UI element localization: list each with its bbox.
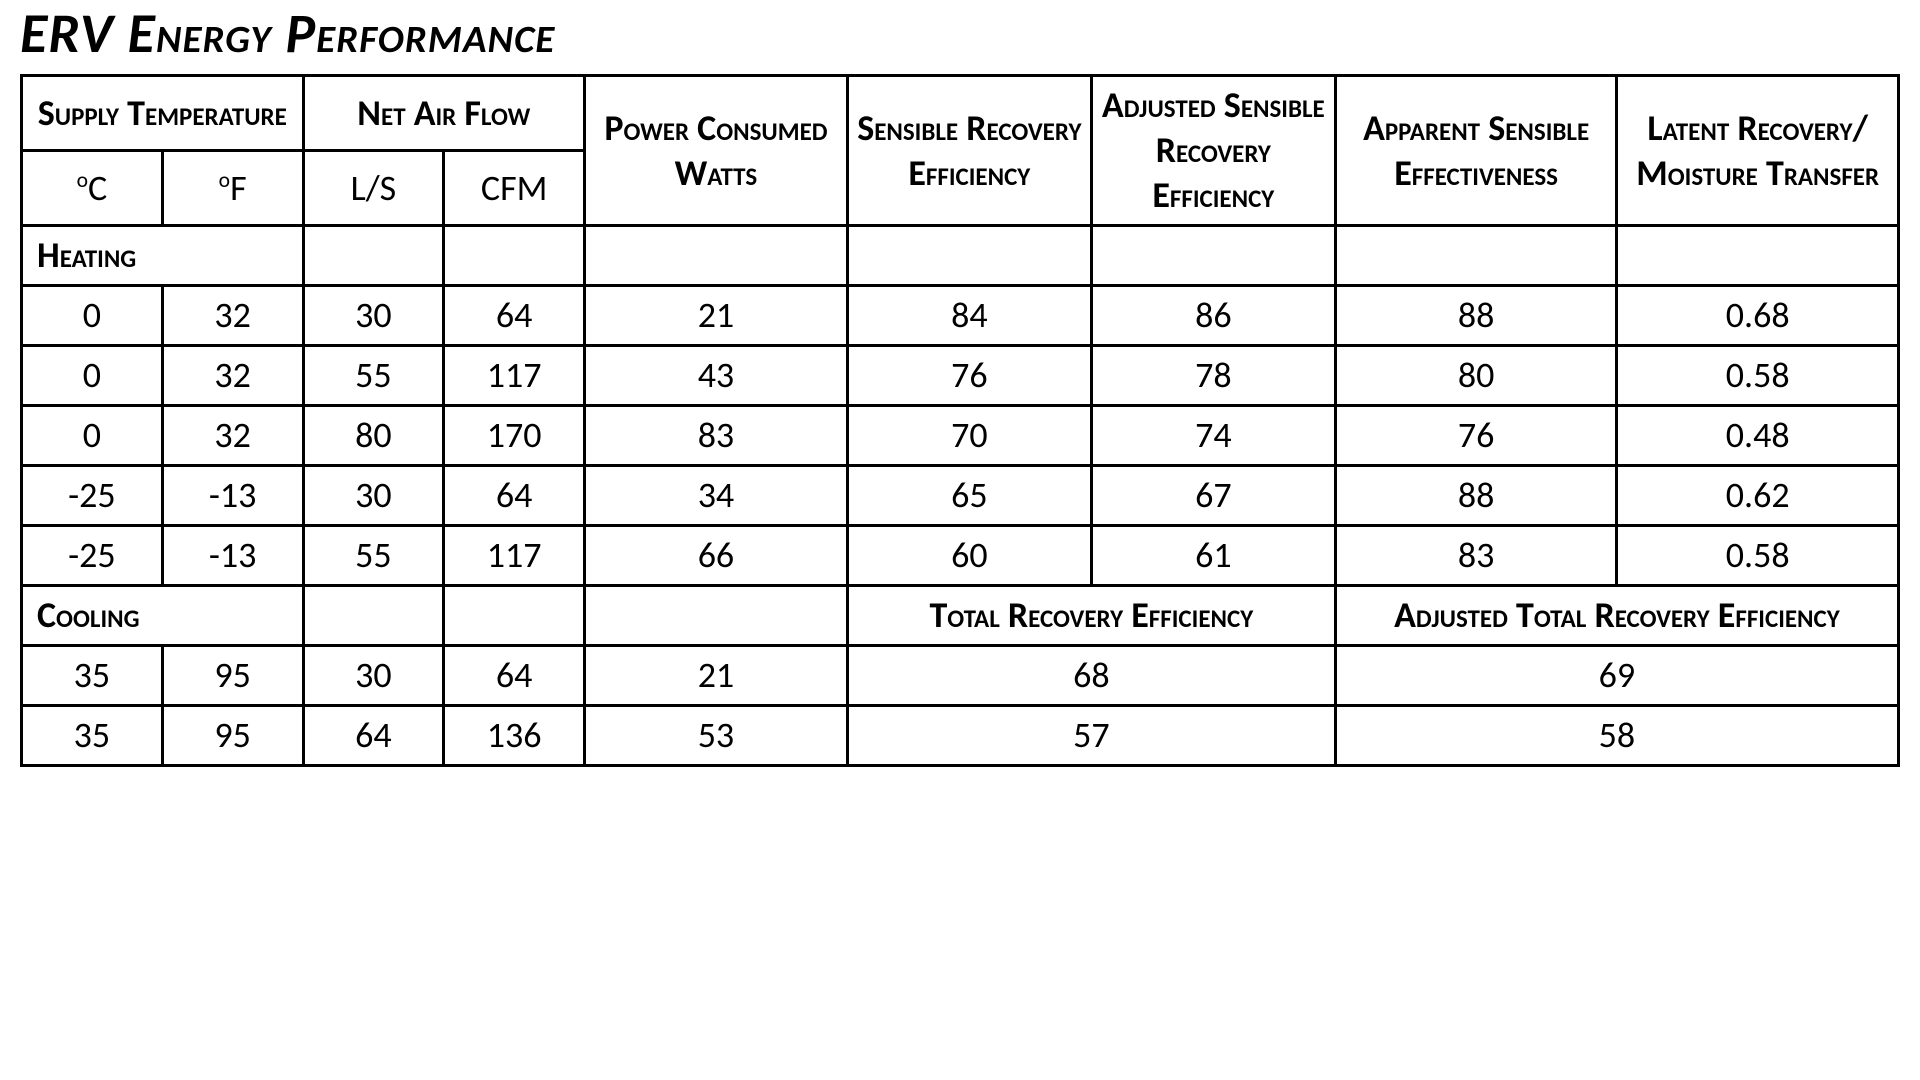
cell-cfm: 64 bbox=[444, 466, 585, 526]
col-ls: L/S bbox=[303, 151, 444, 226]
cell-c: 0 bbox=[22, 406, 163, 466]
cell-latent: 0.68 bbox=[1617, 286, 1899, 346]
col-apparent-sensible-effectiveness: Apparent Sensible Effectiveness bbox=[1335, 76, 1617, 226]
cell-c: 0 bbox=[22, 286, 163, 346]
cell-cfm: 117 bbox=[444, 346, 585, 406]
empty-cell bbox=[444, 586, 585, 646]
table-body: Heating 0 32 30 64 21 84 86 88 0.68 bbox=[22, 226, 1899, 766]
cell-c: 0 bbox=[22, 346, 163, 406]
table-row: 35 95 30 64 21 68 69 bbox=[22, 646, 1899, 706]
cell-watts: 34 bbox=[585, 466, 848, 526]
cell-c: -25 bbox=[22, 466, 163, 526]
cell-ase: 76 bbox=[1335, 406, 1617, 466]
cell-asre: 86 bbox=[1091, 286, 1335, 346]
cell-sre: 65 bbox=[847, 466, 1091, 526]
cell-asre: 61 bbox=[1091, 526, 1335, 586]
col-net-air-flow: Net Air Flow bbox=[303, 76, 585, 151]
col-power-consumed: Power Consumed Watts bbox=[585, 76, 848, 226]
cell-ls: 80 bbox=[303, 406, 444, 466]
cell-f: -13 bbox=[162, 466, 303, 526]
table-row: -25 -13 55 117 66 60 61 83 0.58 bbox=[22, 526, 1899, 586]
cell-tre: 68 bbox=[847, 646, 1335, 706]
table-row: 35 95 64 136 53 57 58 bbox=[22, 706, 1899, 766]
cell-cfm: 117 bbox=[444, 526, 585, 586]
col-latent-recovery: Latent Recovery/ Moisture Transfer bbox=[1617, 76, 1899, 226]
page-container: ERV Energy Performance Supply Temperatur… bbox=[0, 0, 1920, 787]
page-title: ERV Energy Performance bbox=[20, 0, 1900, 68]
section-label-cooling: Cooling bbox=[22, 586, 304, 646]
cell-c: -25 bbox=[22, 526, 163, 586]
cell-latent: 0.58 bbox=[1617, 526, 1899, 586]
cell-sre: 76 bbox=[847, 346, 1091, 406]
cell-latent: 0.58 bbox=[1617, 346, 1899, 406]
empty-cell bbox=[444, 226, 585, 286]
cell-watts: 53 bbox=[585, 706, 848, 766]
cell-ase: 88 bbox=[1335, 466, 1617, 526]
cell-f: 32 bbox=[162, 346, 303, 406]
cell-watts: 43 bbox=[585, 346, 848, 406]
cell-cfm: 64 bbox=[444, 286, 585, 346]
cell-latent: 0.48 bbox=[1617, 406, 1899, 466]
table-header: Supply Temperature Net Air Flow Power Co… bbox=[22, 76, 1899, 226]
section-row-cooling: Cooling Total Recovery Efficiency Adjust… bbox=[22, 586, 1899, 646]
cell-latent: 0.62 bbox=[1617, 466, 1899, 526]
table-row: 0 32 30 64 21 84 86 88 0.68 bbox=[22, 286, 1899, 346]
empty-cell bbox=[303, 226, 444, 286]
cell-f: 32 bbox=[162, 406, 303, 466]
empty-cell bbox=[1617, 226, 1899, 286]
empty-cell bbox=[585, 226, 848, 286]
section-row-heating: Heating bbox=[22, 226, 1899, 286]
table-row: 0 32 55 117 43 76 78 80 0.58 bbox=[22, 346, 1899, 406]
cell-sre: 84 bbox=[847, 286, 1091, 346]
cell-ase: 88 bbox=[1335, 286, 1617, 346]
cell-watts: 83 bbox=[585, 406, 848, 466]
empty-cell bbox=[1091, 226, 1335, 286]
cell-asre: 67 bbox=[1091, 466, 1335, 526]
cell-cfm: 64 bbox=[444, 646, 585, 706]
cell-ls: 55 bbox=[303, 346, 444, 406]
cell-sre: 60 bbox=[847, 526, 1091, 586]
empty-cell bbox=[1335, 226, 1617, 286]
table-row: -25 -13 30 64 34 65 67 88 0.62 bbox=[22, 466, 1899, 526]
empty-cell bbox=[303, 586, 444, 646]
empty-cell bbox=[847, 226, 1091, 286]
col-total-recovery-efficiency: Total Recovery Efficiency bbox=[847, 586, 1335, 646]
col-adjusted-total-recovery-efficiency: Adjusted Total Recovery Efficiency bbox=[1335, 586, 1898, 646]
cell-ase: 83 bbox=[1335, 526, 1617, 586]
cell-c: 35 bbox=[22, 646, 163, 706]
col-deg-c: oC bbox=[22, 151, 163, 226]
col-supply-temperature: Supply Temperature bbox=[22, 76, 304, 151]
cell-tre: 57 bbox=[847, 706, 1335, 766]
cell-asre: 78 bbox=[1091, 346, 1335, 406]
erv-performance-table: Supply Temperature Net Air Flow Power Co… bbox=[20, 74, 1900, 767]
cell-watts: 21 bbox=[585, 286, 848, 346]
col-cfm: CFM bbox=[444, 151, 585, 226]
col-adjusted-sensible-recovery-eff: Adjusted Sensible Recovery Efficiency bbox=[1091, 76, 1335, 226]
cell-ls: 30 bbox=[303, 286, 444, 346]
cell-ls: 55 bbox=[303, 526, 444, 586]
cell-f: 95 bbox=[162, 646, 303, 706]
cell-watts: 66 bbox=[585, 526, 848, 586]
cell-ls: 30 bbox=[303, 646, 444, 706]
col-sensible-recovery-eff: Sensible Recovery Efficiency bbox=[847, 76, 1091, 226]
cell-watts: 21 bbox=[585, 646, 848, 706]
col-deg-f: oF bbox=[162, 151, 303, 226]
cell-f: 95 bbox=[162, 706, 303, 766]
empty-cell bbox=[585, 586, 848, 646]
cell-ls: 64 bbox=[303, 706, 444, 766]
cell-f: 32 bbox=[162, 286, 303, 346]
cell-cfm: 170 bbox=[444, 406, 585, 466]
cell-asre: 74 bbox=[1091, 406, 1335, 466]
cell-c: 35 bbox=[22, 706, 163, 766]
cell-cfm: 136 bbox=[444, 706, 585, 766]
cell-ase: 80 bbox=[1335, 346, 1617, 406]
cell-sre: 70 bbox=[847, 406, 1091, 466]
section-label-heating: Heating bbox=[22, 226, 304, 286]
cell-ls: 30 bbox=[303, 466, 444, 526]
cell-atre: 58 bbox=[1335, 706, 1898, 766]
cell-atre: 69 bbox=[1335, 646, 1898, 706]
table-row: 0 32 80 170 83 70 74 76 0.48 bbox=[22, 406, 1899, 466]
cell-f: -13 bbox=[162, 526, 303, 586]
